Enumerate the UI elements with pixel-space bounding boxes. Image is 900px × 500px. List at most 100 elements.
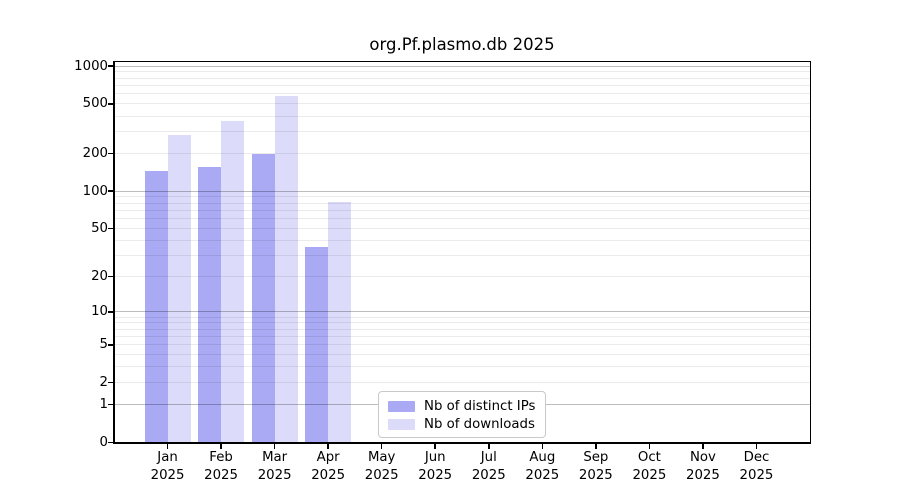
y-tick-200 (108, 152, 113, 155)
x-tick-label-sep: Sep 2025 (564, 449, 628, 484)
year-label: 2025 (525, 467, 560, 483)
x-tick-aug (541, 443, 544, 449)
x-tick-label-jul: Jul 2025 (457, 449, 521, 484)
month-label: Feb (209, 450, 233, 465)
x-tick-dec (755, 443, 758, 449)
month-label: Mar (262, 450, 288, 465)
x-tick-label-oct: Oct 2025 (617, 449, 681, 484)
bar-nb-of-downloads-feb (221, 120, 245, 442)
x-tick-sep (595, 443, 597, 449)
month-label: Oct (637, 450, 661, 465)
gridline-y-10 (114, 311, 810, 313)
y-tick-50 (108, 227, 113, 230)
gridline-y-1000 (114, 65, 810, 67)
y-tick-100 (108, 190, 113, 192)
gridline-y-700 (114, 85, 810, 87)
y-tick-label-100: 100 (82, 183, 108, 199)
gridline-y-50 (114, 227, 810, 229)
gridline-y-100 (114, 190, 810, 192)
month-label: May (367, 450, 396, 465)
legend-item: Nb of downloads (388, 416, 545, 434)
year-label: 2025 (686, 467, 720, 483)
x-tick-label-may: May 2025 (350, 449, 414, 484)
y-tick-0 (108, 441, 113, 444)
axis-spine-right (809, 60, 811, 444)
year-label: 2025 (364, 467, 399, 483)
month-label: Jun (424, 450, 446, 465)
gridline-y-2 (114, 382, 810, 384)
bar-nb-of-downloads-jan (167, 134, 191, 442)
year-label: 2025 (150, 467, 185, 483)
gridline-y-800 (114, 77, 810, 79)
month-label: Jul (480, 450, 497, 465)
gridline-y-5 (114, 344, 810, 346)
y-tick-500 (108, 103, 113, 105)
month-label: Apr (316, 450, 340, 465)
x-tick-label-aug: Aug 2025 (510, 449, 574, 484)
legend-swatch-icon (388, 401, 415, 413)
bar-nb-of-downloads-apr (328, 202, 352, 442)
gridline-y-600 (114, 93, 810, 95)
legend-item: Nb of distinct IPs (388, 398, 545, 416)
y-tick-label-20: 20 (91, 269, 108, 285)
gridline-y-30 (114, 254, 810, 256)
y-tick-label-1: 1 (99, 397, 108, 413)
year-label: 2025 (471, 467, 506, 483)
year-label: 2025 (632, 467, 667, 483)
x-tick-label-apr: Apr 2025 (296, 449, 360, 484)
year-label: 2025 (739, 467, 774, 483)
bar-nb-of-distinct-ips-feb (198, 167, 222, 442)
y-tick-label-10: 10 (91, 304, 108, 320)
bar-nb-of-downloads-mar (274, 96, 298, 442)
y-tick-label-5: 5 (99, 337, 108, 353)
y-tick-label-0: 0 (99, 435, 108, 450)
y-tick-10 (108, 311, 113, 313)
year-label: 2025 (578, 467, 613, 483)
bar-nb-of-distinct-ips-apr (305, 247, 329, 442)
y-tick-5 (108, 344, 113, 346)
x-tick-oct (648, 443, 651, 449)
year-label: 2025 (311, 467, 346, 483)
y-tick-label-50: 50 (91, 220, 108, 236)
gridline-y-300 (114, 131, 810, 133)
x-tick-feb (220, 443, 222, 449)
y-tick-20 (108, 275, 113, 278)
y-tick-1 (108, 403, 113, 406)
chart-title: org.Pf.plasmo.db 2025 (369, 35, 555, 54)
x-tick-mar (273, 443, 276, 449)
x-tick-apr (327, 443, 329, 449)
month-label: Aug (529, 450, 556, 465)
x-tick-label-feb: Feb 2025 (189, 449, 253, 484)
bar-nb-of-distinct-ips-jan (144, 171, 168, 442)
month-label: Dec (743, 450, 770, 465)
x-tick-label-jun: Jun 2025 (403, 449, 467, 484)
year-label: 2025 (257, 467, 292, 483)
gridline-y-8 (114, 322, 810, 324)
gridline-y-80 (114, 202, 810, 204)
gridline-y-200 (114, 153, 810, 155)
gridline-y-20 (114, 276, 810, 278)
gridline-y-60 (114, 218, 810, 220)
y-tick-label-500: 500 (82, 96, 108, 112)
x-tick-label-dec: Dec 2025 (724, 449, 788, 484)
month-label: Nov (689, 450, 716, 465)
gridline-y-70 (114, 209, 810, 211)
y-tick-label-1000: 1000 (74, 58, 108, 74)
y-tick-1000 (108, 65, 113, 67)
x-tick-label-jan: Jan 2025 (136, 449, 200, 484)
axis-spine-bottom (113, 442, 811, 444)
legend: Nb of distinct IPs Nb of downloads (378, 391, 546, 438)
x-tick-jan (166, 443, 169, 449)
legend-label: Nb of distinct IPs (424, 399, 536, 415)
x-tick-label-nov: Nov 2025 (671, 449, 735, 484)
year-label: 2025 (204, 467, 238, 483)
month-label: Jan (157, 450, 178, 465)
month-label: Sep (583, 450, 609, 465)
gridline-y-500 (114, 103, 810, 105)
x-tick-jun (434, 443, 436, 449)
legend-label: Nb of downloads (424, 416, 535, 432)
axis-spine-top (113, 60, 811, 62)
gridline-y-3 (114, 366, 810, 368)
gridline-y-900 (114, 71, 810, 73)
